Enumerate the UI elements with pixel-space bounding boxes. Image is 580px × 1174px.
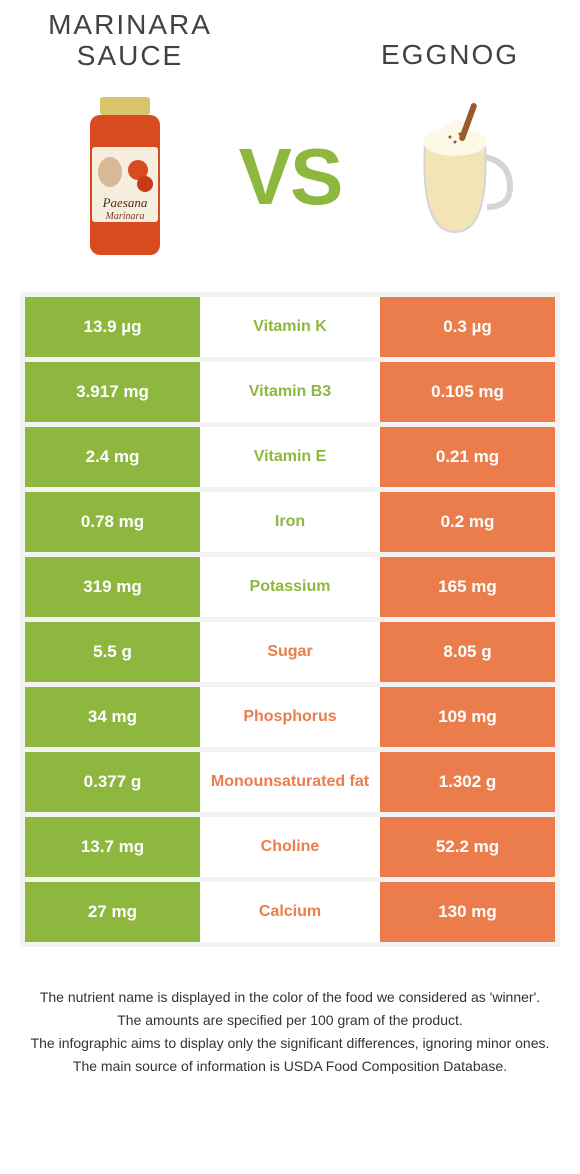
nutrient-label-cell: Vitamin K (200, 297, 380, 357)
nutrient-row: 0.78 mgIron0.2 mg (25, 492, 555, 552)
left-value-cell: 3.917 mg (25, 362, 200, 422)
left-value-cell: 319 mg (25, 557, 200, 617)
right-food-image (380, 87, 530, 267)
nutrient-label-cell: Potassium (200, 557, 380, 617)
right-value-cell: 0.2 mg (380, 492, 555, 552)
footer-line: The main source of information is USDA F… (30, 1056, 550, 1077)
nutrient-label-cell: Phosphorus (200, 687, 380, 747)
right-value-cell: 0.3 µg (380, 297, 555, 357)
svg-text:Marinara: Marinara (105, 211, 145, 222)
right-value-cell: 0.21 mg (380, 427, 555, 487)
nutrient-row: 13.9 µgVitamin K0.3 µg (25, 297, 555, 357)
right-value-cell: 8.05 g (380, 622, 555, 682)
nutrient-label-cell: Vitamin E (200, 427, 380, 487)
left-value-cell: 0.377 g (25, 752, 200, 812)
nutrient-row: 5.5 gSugar8.05 g (25, 622, 555, 682)
nutrient-label-cell: Calcium (200, 882, 380, 942)
left-value-cell: 13.9 µg (25, 297, 200, 357)
left-value-cell: 0.78 mg (25, 492, 200, 552)
left-food-title: MARINARA SAUCE (40, 10, 220, 72)
nutrient-label-cell: Sugar (200, 622, 380, 682)
nutrient-label-cell: Vitamin B3 (200, 362, 380, 422)
nutrient-row: 0.377 gMonounsaturated fat1.302 g (25, 752, 555, 812)
nutrient-label-cell: Monounsaturated fat (200, 752, 380, 812)
nutrient-row: 2.4 mgVitamin E0.21 mg (25, 427, 555, 487)
left-value-cell: 2.4 mg (25, 427, 200, 487)
right-value-cell: 52.2 mg (380, 817, 555, 877)
left-value-cell: 5.5 g (25, 622, 200, 682)
title-text: MARINARA (48, 9, 212, 40)
footer-line: The infographic aims to display only the… (30, 1033, 550, 1054)
right-value-cell: 0.105 mg (380, 362, 555, 422)
right-value-cell: 165 mg (380, 557, 555, 617)
title-text: EGGNOG (381, 39, 519, 70)
nutrient-row: 27 mgCalcium130 mg (25, 882, 555, 942)
left-value-cell: 13.7 mg (25, 817, 200, 877)
footer-line: The nutrient name is displayed in the co… (30, 987, 550, 1008)
left-food-image: Paesana Marinara (50, 87, 200, 267)
image-row: Paesana Marinara VS (0, 72, 580, 292)
header: MARINARA SAUCE EGGNOG (0, 0, 580, 72)
right-food-title: EGGNOG (360, 10, 540, 72)
nutrient-row: 13.7 mgCholine52.2 mg (25, 817, 555, 877)
left-value-cell: 34 mg (25, 687, 200, 747)
nutrient-label-cell: Iron (200, 492, 380, 552)
title-text: SAUCE (77, 40, 183, 71)
footer-notes: The nutrient name is displayed in the co… (30, 987, 550, 1077)
nutrient-row: 34 mgPhosphorus109 mg (25, 687, 555, 747)
svg-text:Paesana: Paesana (102, 195, 148, 210)
vs-label: VS (239, 131, 342, 223)
nutrient-table: 13.9 µgVitamin K0.3 µg3.917 mgVitamin B3… (20, 292, 560, 947)
nutrient-label-cell: Choline (200, 817, 380, 877)
nutrient-row: 3.917 mgVitamin B30.105 mg (25, 362, 555, 422)
right-value-cell: 1.302 g (380, 752, 555, 812)
left-value-cell: 27 mg (25, 882, 200, 942)
right-value-cell: 109 mg (380, 687, 555, 747)
right-value-cell: 130 mg (380, 882, 555, 942)
nutrient-row: 319 mgPotassium165 mg (25, 557, 555, 617)
footer-line: The amounts are specified per 100 gram o… (30, 1010, 550, 1031)
